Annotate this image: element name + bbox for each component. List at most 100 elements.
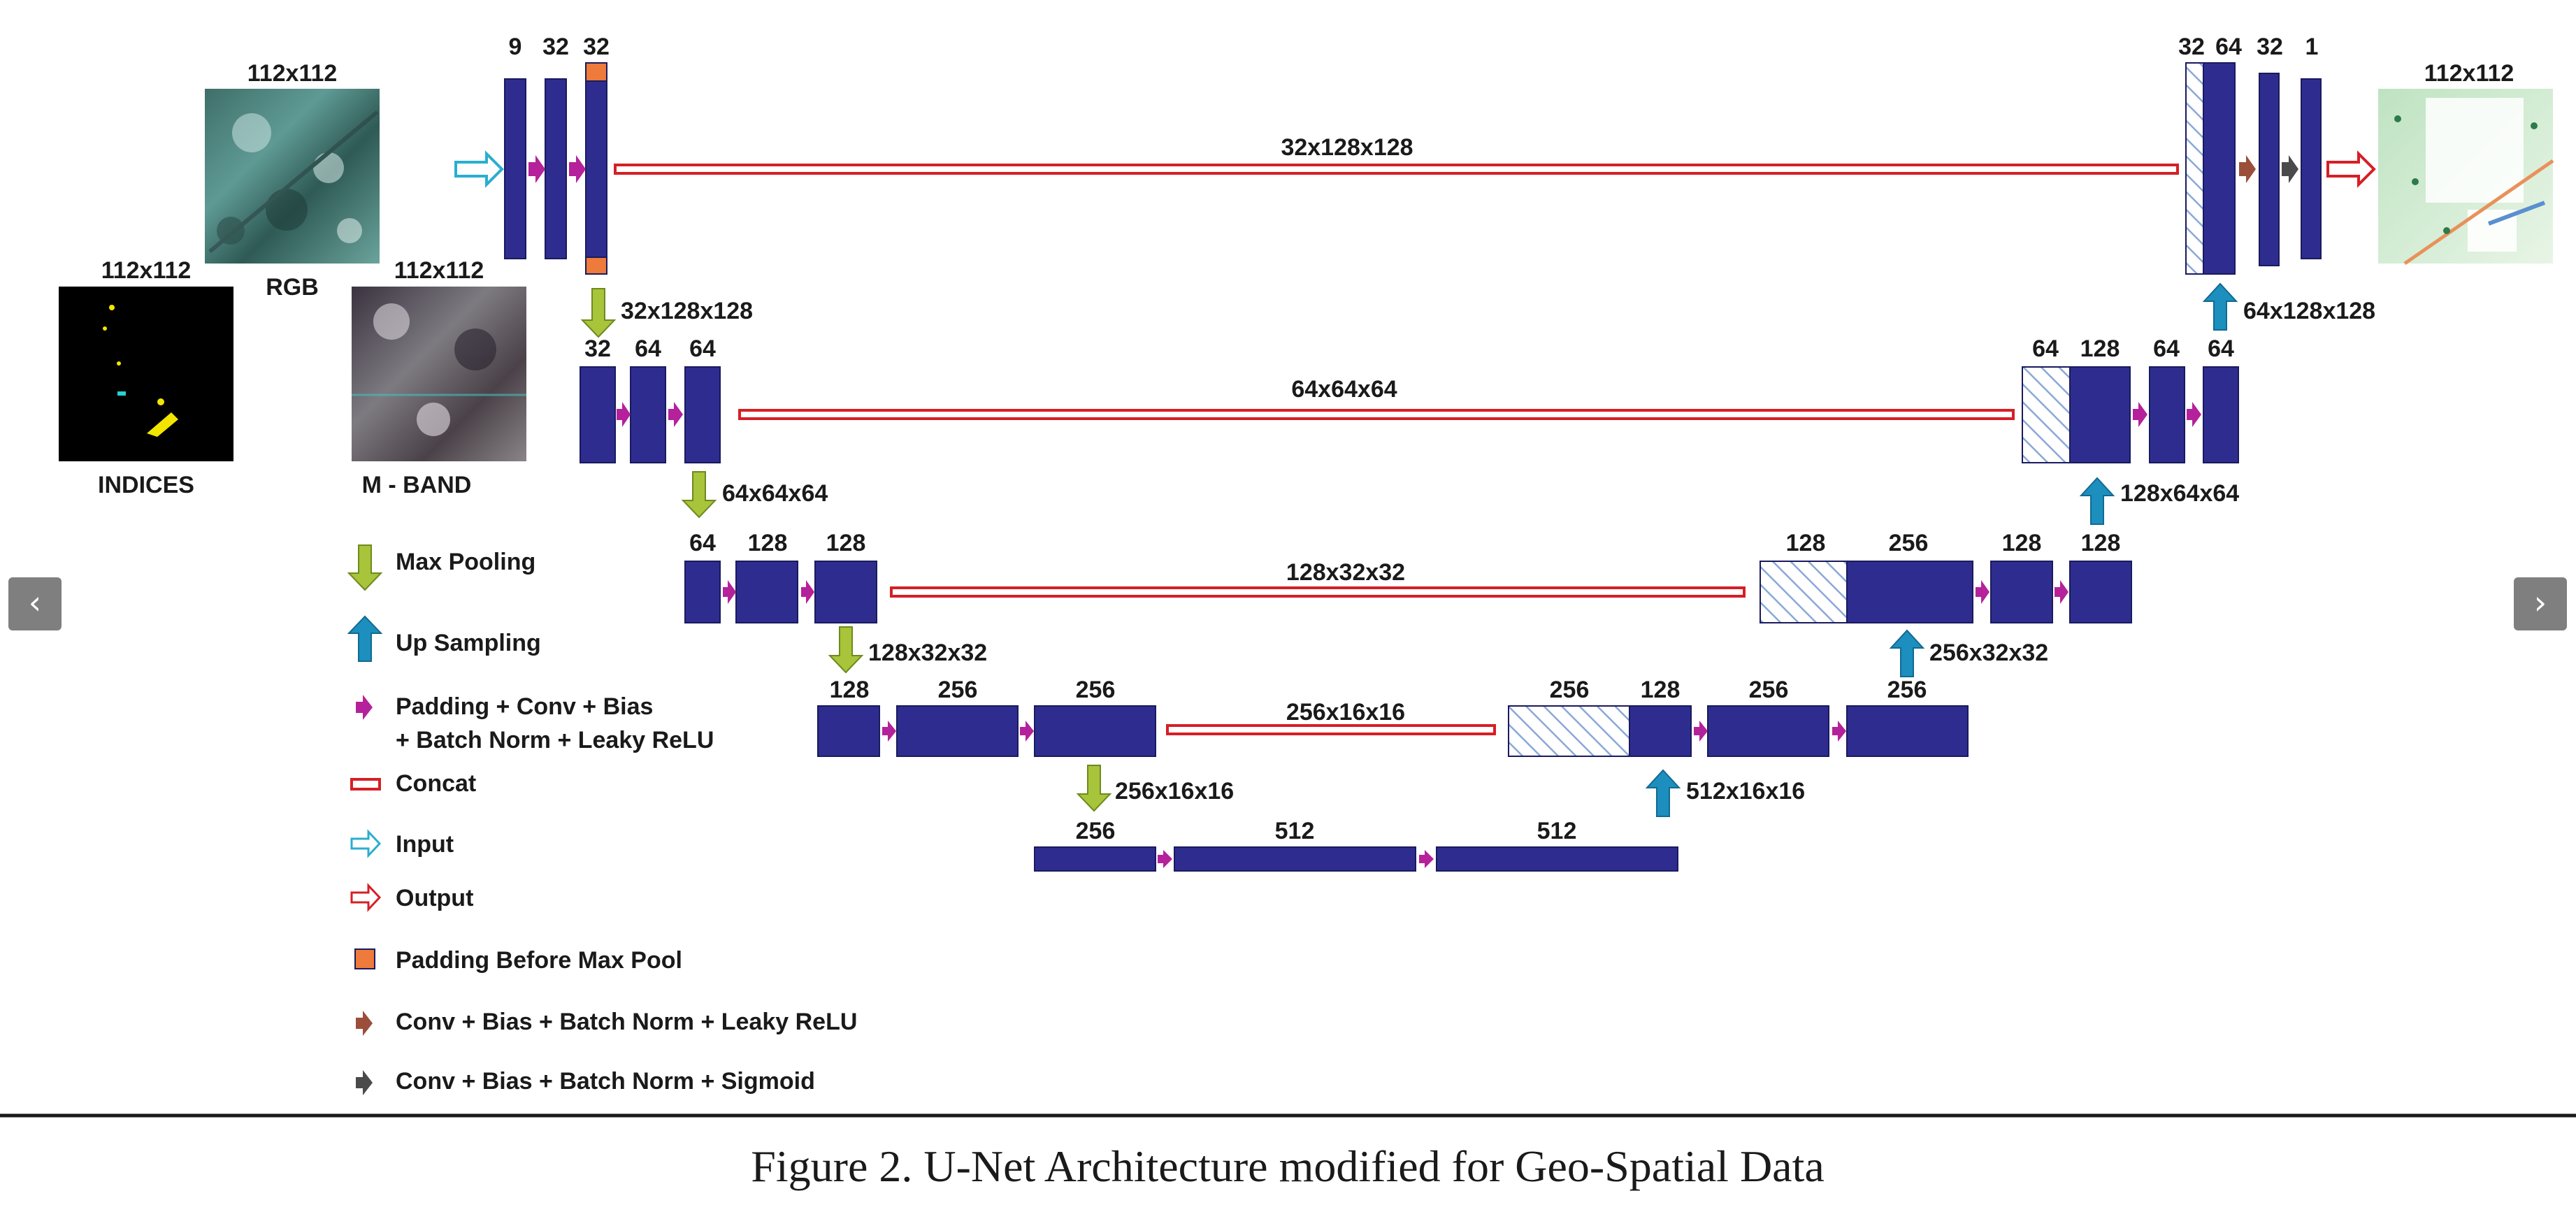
legend: Max Pooling Up Sampling Padding + Conv +… — [347, 544, 857, 1095]
legend-up-sampling: Up Sampling — [396, 630, 541, 656]
legend-up-sampling-icon — [347, 615, 383, 662]
enc1-conv-arrow-icon — [528, 155, 545, 183]
dec1-ch-1: 64 — [2215, 34, 2242, 60]
enc1-conv-arrow-icon — [569, 155, 586, 183]
dec1-block-2 — [2301, 78, 2322, 259]
dec3-ch-2: 128 — [2002, 530, 2042, 556]
enc4-conv-arrow-icon — [882, 721, 896, 742]
legend-padding: Padding Before Max Pool — [396, 947, 682, 974]
dec3-ch-0: 128 — [1786, 530, 1826, 556]
enc4-ch-1: 256 — [938, 677, 978, 703]
indices-image-group: 112x112 INDICES — [59, 257, 233, 498]
bottleneck-ch-2: 512 — [1537, 818, 1577, 844]
figure-caption: Figure 2. U-Net Architecture modified fo… — [751, 1141, 1825, 1191]
dec2-up-block — [2069, 366, 2131, 463]
dec4-ch-1: 128 — [1641, 677, 1681, 703]
padding-bottom-icon — [585, 257, 607, 275]
bottleneck-ch-0: 256 — [1076, 818, 1116, 844]
dec1-conv-sigmoid-arrow-icon — [2282, 155, 2298, 183]
dec4-ch-2: 256 — [1749, 677, 1789, 703]
dec4-block-2 — [1846, 705, 1969, 757]
bottleneck-conv-arrow-icon — [1419, 850, 1434, 868]
enc1-block-1 — [545, 78, 567, 259]
dec3-up-arrow-icon — [1889, 629, 1925, 677]
dec4-ch-3: 256 — [1887, 677, 1927, 703]
dec2-conv-arrow-icon — [2187, 402, 2201, 427]
enc2-down-label: 64x64x64 — [722, 480, 828, 507]
dec3-ch-3: 128 — [2081, 530, 2121, 556]
concat-bar-level3 — [890, 586, 1746, 598]
enc3-block-1 — [735, 561, 798, 623]
rgb-texture — [208, 110, 379, 254]
enc3-ch-1: 128 — [748, 530, 788, 556]
concat-level3-label: 128x32x32 — [1286, 559, 1405, 586]
indices-size-label: 112x112 — [101, 257, 192, 284]
legend-input-icon — [350, 829, 382, 858]
enc1-ch-2: 32 — [583, 34, 610, 60]
dec2-block-1 — [2149, 366, 2185, 463]
next-button[interactable]: › — [2514, 577, 2567, 630]
concat-level2-label: 64x64x64 — [1291, 376, 1397, 403]
dec2-conv-arrow-icon — [2133, 402, 2147, 427]
enc2-block-0 — [580, 366, 616, 463]
legend-padding-icon — [354, 948, 375, 969]
enc1-ch-1: 32 — [542, 34, 569, 60]
mband-image-group: 112x112 M - BAND — [352, 257, 526, 498]
dec2-block-2 — [2203, 366, 2239, 463]
enc2-ch-0: 32 — [584, 335, 611, 362]
prev-button[interactable]: ‹ — [8, 577, 62, 630]
concat-bar-level1 — [614, 164, 2179, 175]
dec3-up-block — [1846, 561, 1973, 623]
dec1-conv-lrelu-arrow-icon — [2239, 155, 2256, 183]
enc2-conv-arrow-icon — [668, 402, 683, 427]
enc3-block-2 — [814, 561, 877, 623]
indices-dots — [103, 305, 178, 437]
bottleneck-block-0 — [1034, 846, 1156, 872]
bottleneck-conv-arrow-icon — [1158, 850, 1172, 868]
enc4-block-2 — [1034, 705, 1156, 757]
legend-output: Output — [396, 885, 473, 911]
padding-top-icon — [585, 62, 607, 82]
dec3-conv-arrow-icon — [1976, 580, 1989, 604]
dec4-up-arrow-icon — [1645, 769, 1681, 817]
enc2-pool-arrow-icon — [681, 471, 717, 519]
enc1-block-2 — [585, 62, 607, 275]
dec4-conv-arrow-icon — [1832, 721, 1846, 742]
enc2-ch-2: 64 — [689, 335, 716, 362]
dec2-skip-block — [2022, 366, 2071, 463]
legend-conv-lrelu-icon — [356, 1011, 373, 1036]
enc3-ch-2: 128 — [826, 530, 866, 556]
dec4-ch-0: 256 — [1550, 677, 1590, 703]
dec2-up-label: 128x64x64 — [2120, 480, 2239, 507]
dec2-ch-1: 128 — [2080, 335, 2120, 362]
concat-bar-level4 — [1166, 724, 1496, 735]
enc1-block-0 — [504, 78, 526, 259]
dec4-skip-block — [1508, 705, 1630, 757]
enc2-block-1 — [630, 366, 666, 463]
legend-conv-icon — [356, 695, 373, 720]
enc1-ch-0: 9 — [509, 34, 522, 60]
legend-max-pooling-icon — [347, 544, 383, 591]
dec3-up-label: 256x32x32 — [1929, 640, 2048, 666]
dec1-ch-0: 32 — [2178, 34, 2205, 60]
rgb-size-label: 112x112 — [247, 60, 338, 87]
dec1-up-arrow-icon — [2202, 282, 2238, 331]
dec2-ch-2: 64 — [2153, 335, 2180, 362]
dec1-ch-2: 32 — [2257, 34, 2283, 60]
concat-level4-label: 256x16x16 — [1286, 699, 1405, 726]
mband-name-label: M - BAND — [362, 472, 472, 498]
dec1-ch-3: 1 — [2305, 34, 2319, 60]
concat-level1-label: 32x128x128 — [1281, 134, 1413, 161]
legend-conv-line1: Padding + Conv + Bias — [396, 693, 653, 720]
bottleneck-block-1 — [1174, 846, 1416, 872]
enc1-down-label: 32x128x128 — [621, 298, 753, 324]
enc2-ch-1: 64 — [635, 335, 661, 362]
legend-conv-line2: + Batch Norm + Leaky ReLU — [396, 727, 714, 753]
dec3-skip-block — [1760, 561, 1848, 623]
enc2-block-2 — [684, 366, 721, 463]
dec1-skip-block — [2185, 62, 2204, 275]
legend-conv-sigmoid: Conv + Bias + Batch Norm + Sigmoid — [396, 1068, 815, 1095]
legend-output-icon — [350, 883, 382, 912]
output-arrow-icon — [2326, 150, 2376, 188]
indices-name-label: INDICES — [98, 472, 194, 498]
